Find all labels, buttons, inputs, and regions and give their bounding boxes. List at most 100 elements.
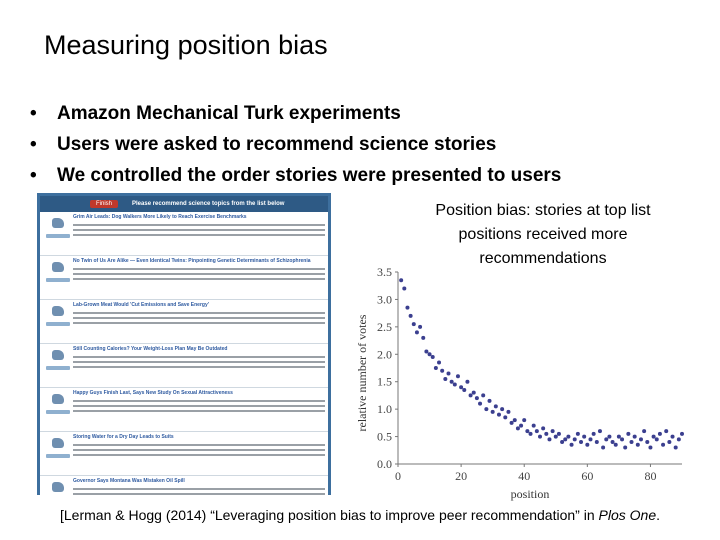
story-text-lines — [73, 444, 325, 456]
recommend-label-bar — [46, 234, 70, 238]
data-point — [661, 442, 666, 447]
list-item: Grim Air Leads: Dog Walkers More Likely … — [40, 212, 328, 256]
data-point — [673, 445, 678, 450]
data-point — [471, 390, 476, 395]
bullet-text: We controlled the order stories were pre… — [57, 165, 562, 186]
x-tick-label: 0 — [395, 469, 401, 483]
data-point — [575, 431, 580, 436]
data-point — [484, 407, 489, 412]
data-point — [642, 429, 647, 434]
slide-title: Measuring position bias — [44, 30, 328, 60]
thumbs-up-icon — [52, 482, 64, 492]
story-title[interactable]: Happy Guys Finish Last, Says New Study O… — [73, 390, 233, 396]
caption-line: Position bias: stories at top list — [435, 202, 651, 219]
recommend-control[interactable] — [43, 390, 73, 429]
data-point — [620, 437, 625, 442]
data-point — [515, 426, 520, 431]
chart-caption: Position bias: stories at top list posit… — [402, 199, 684, 271]
data-point — [667, 440, 672, 445]
data-point — [638, 437, 643, 442]
data-point — [474, 396, 479, 401]
bullet-text: Amazon Mechanical Turk experiments — [57, 103, 401, 124]
data-point — [579, 440, 584, 445]
data-point — [506, 409, 511, 414]
story-title[interactable]: Grim Air Leads: Dog Walkers More Likely … — [73, 214, 247, 220]
data-point — [437, 360, 442, 365]
data-point — [503, 415, 508, 420]
story-title[interactable]: Storing Water for a Dry Day Leads to Sui… — [73, 434, 174, 440]
data-point — [544, 431, 549, 436]
story-title[interactable]: Lab-Grown Meat Would 'Cut Emissions and … — [73, 302, 209, 308]
y-axis-title: relative number of votes — [355, 314, 369, 431]
data-point — [604, 437, 609, 442]
thumbs-up-icon — [52, 438, 64, 448]
data-point — [509, 420, 514, 425]
data-point — [556, 431, 561, 436]
story-content: Grim Air Leads: Dog Walkers More Likely … — [73, 214, 325, 253]
recommend-control[interactable] — [43, 434, 73, 473]
story-text-lines — [73, 268, 325, 280]
data-point — [657, 431, 662, 436]
data-point — [645, 440, 650, 445]
data-point — [443, 376, 448, 381]
thumbs-up-icon — [52, 394, 64, 404]
data-point — [414, 330, 419, 335]
data-point — [550, 429, 555, 434]
citation-journal: Plos One — [598, 507, 657, 523]
data-point — [635, 442, 640, 447]
story-text-lines — [73, 224, 325, 236]
list-item: Lab-Grown Meat Would 'Cut Emissions and … — [40, 300, 328, 344]
data-point — [459, 385, 464, 390]
y-tick-label: 0.0 — [377, 457, 392, 471]
story-title[interactable]: Governor Says Montana Was Mistaken Oil S… — [73, 478, 185, 484]
data-point — [534, 429, 539, 434]
data-point — [525, 429, 530, 434]
data-point — [560, 440, 565, 445]
recommend-control[interactable] — [43, 346, 73, 385]
thumbs-up-icon — [52, 218, 64, 228]
data-point — [623, 445, 628, 450]
y-tick-label: 3.0 — [377, 292, 392, 306]
story-title[interactable]: No Twin of Us Are Alike — Even Identical… — [73, 258, 311, 264]
data-point — [411, 322, 416, 327]
data-point — [500, 407, 505, 412]
data-point — [427, 352, 432, 357]
citation-suffix: . — [656, 507, 660, 523]
data-point — [569, 442, 574, 447]
x-axis-title: position — [511, 487, 550, 501]
story-text-lines — [73, 400, 325, 412]
thumbs-up-icon — [52, 262, 64, 272]
screenshot-header: Finish Please recommend science topics f… — [40, 196, 328, 212]
y-tick-label: 2.5 — [377, 320, 392, 334]
story-title[interactable]: Still Counting Calories? Your Weight-Los… — [73, 346, 228, 352]
data-point — [629, 440, 634, 445]
story-content: Governor Says Montana Was Mistaken Oil S… — [73, 478, 325, 495]
screenshot-header-text: Please recommend science topics from the… — [132, 201, 285, 207]
list-item: No Twin of Us Are Alike — Even Identical… — [40, 256, 328, 300]
experiment-screenshot: Finish Please recommend science topics f… — [37, 193, 331, 495]
bullet-dot: • — [30, 165, 37, 186]
recommend-control[interactable] — [43, 258, 73, 297]
data-point — [680, 431, 684, 436]
story-content: Lab-Grown Meat Would 'Cut Emissions and … — [73, 302, 325, 341]
finish-button[interactable]: Finish — [90, 200, 119, 208]
data-point — [421, 335, 426, 340]
data-point — [613, 442, 618, 447]
bullet-item: • We controlled the order stories were pr… — [30, 160, 561, 191]
x-tick-label: 20 — [455, 469, 467, 483]
recommend-control[interactable] — [43, 214, 73, 253]
data-point — [424, 349, 429, 354]
data-point — [597, 429, 602, 434]
data-point — [452, 382, 457, 387]
data-point — [626, 431, 631, 436]
bullet-dot: • — [30, 134, 37, 155]
list-item: Happy Guys Finish Last, Says New Study O… — [40, 388, 328, 432]
data-point — [616, 434, 621, 439]
y-tick-label: 1.5 — [377, 375, 392, 389]
x-tick-label: 80 — [644, 469, 656, 483]
data-point — [528, 431, 533, 436]
recommend-control[interactable] — [43, 302, 73, 341]
caption-line: positions received more — [458, 226, 628, 243]
recommend-control[interactable] — [43, 478, 73, 495]
data-point — [582, 434, 587, 439]
